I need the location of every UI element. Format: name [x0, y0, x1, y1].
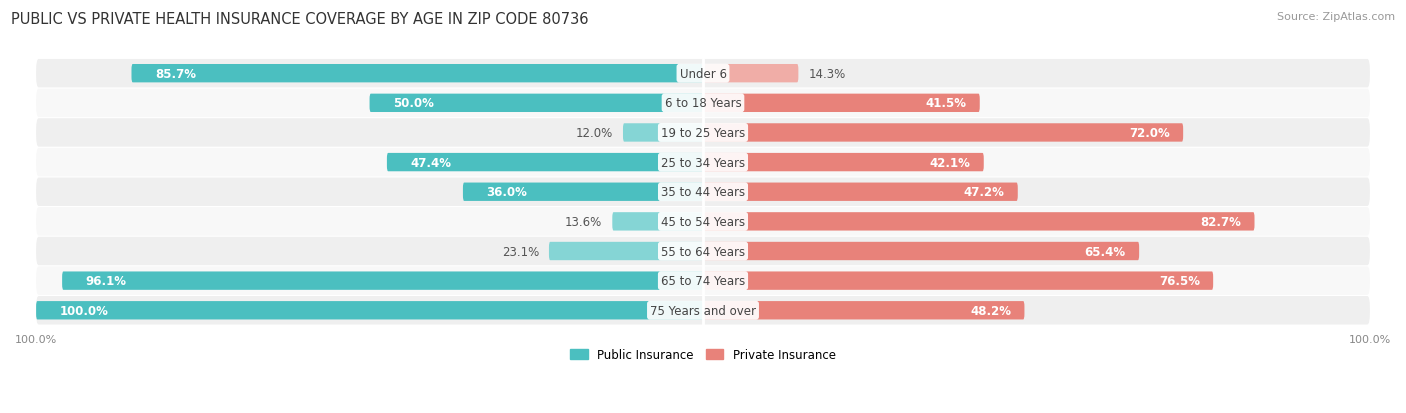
FancyBboxPatch shape: [37, 237, 1369, 266]
Text: Under 6: Under 6: [679, 67, 727, 81]
FancyBboxPatch shape: [62, 272, 703, 290]
Text: PUBLIC VS PRIVATE HEALTH INSURANCE COVERAGE BY AGE IN ZIP CODE 80736: PUBLIC VS PRIVATE HEALTH INSURANCE COVER…: [11, 12, 589, 27]
FancyBboxPatch shape: [703, 154, 984, 172]
FancyBboxPatch shape: [703, 124, 1184, 142]
FancyBboxPatch shape: [37, 60, 1369, 88]
Text: 35 to 44 Years: 35 to 44 Years: [661, 186, 745, 199]
FancyBboxPatch shape: [463, 183, 703, 202]
Legend: Public Insurance, Private Insurance: Public Insurance, Private Insurance: [565, 344, 841, 366]
FancyBboxPatch shape: [37, 208, 1369, 236]
Text: 85.7%: 85.7%: [155, 67, 195, 81]
Text: 42.1%: 42.1%: [929, 156, 970, 169]
Text: 100.0%: 100.0%: [59, 304, 108, 317]
Text: 12.0%: 12.0%: [575, 127, 613, 140]
FancyBboxPatch shape: [612, 213, 703, 231]
Text: Source: ZipAtlas.com: Source: ZipAtlas.com: [1277, 12, 1395, 22]
Text: 96.1%: 96.1%: [86, 275, 127, 287]
FancyBboxPatch shape: [703, 213, 1254, 231]
FancyBboxPatch shape: [703, 183, 1018, 202]
FancyBboxPatch shape: [37, 267, 1369, 295]
FancyBboxPatch shape: [703, 301, 1025, 320]
Text: 41.5%: 41.5%: [925, 97, 966, 110]
Text: 47.2%: 47.2%: [963, 186, 1004, 199]
FancyBboxPatch shape: [623, 124, 703, 142]
Text: 72.0%: 72.0%: [1129, 127, 1170, 140]
Text: 50.0%: 50.0%: [392, 97, 434, 110]
FancyBboxPatch shape: [703, 65, 799, 83]
FancyBboxPatch shape: [548, 242, 703, 261]
FancyBboxPatch shape: [37, 89, 1369, 118]
Text: 76.5%: 76.5%: [1159, 275, 1199, 287]
Text: 65 to 74 Years: 65 to 74 Years: [661, 275, 745, 287]
FancyBboxPatch shape: [37, 297, 1369, 325]
Text: 14.3%: 14.3%: [808, 67, 845, 81]
FancyBboxPatch shape: [132, 65, 703, 83]
Text: 82.7%: 82.7%: [1201, 215, 1241, 228]
Text: 19 to 25 Years: 19 to 25 Years: [661, 127, 745, 140]
FancyBboxPatch shape: [37, 119, 1369, 147]
FancyBboxPatch shape: [37, 301, 703, 320]
FancyBboxPatch shape: [703, 242, 1139, 261]
FancyBboxPatch shape: [37, 149, 1369, 177]
FancyBboxPatch shape: [37, 178, 1369, 206]
Text: 6 to 18 Years: 6 to 18 Years: [665, 97, 741, 110]
Text: 13.6%: 13.6%: [565, 215, 602, 228]
FancyBboxPatch shape: [703, 95, 980, 113]
FancyBboxPatch shape: [387, 154, 703, 172]
Text: 55 to 64 Years: 55 to 64 Years: [661, 245, 745, 258]
FancyBboxPatch shape: [703, 272, 1213, 290]
Text: 65.4%: 65.4%: [1084, 245, 1126, 258]
Text: 48.2%: 48.2%: [970, 304, 1011, 317]
Text: 23.1%: 23.1%: [502, 245, 538, 258]
Text: 75 Years and over: 75 Years and over: [650, 304, 756, 317]
Text: 36.0%: 36.0%: [486, 186, 527, 199]
Text: 45 to 54 Years: 45 to 54 Years: [661, 215, 745, 228]
FancyBboxPatch shape: [370, 95, 703, 113]
Text: 25 to 34 Years: 25 to 34 Years: [661, 156, 745, 169]
Text: 47.4%: 47.4%: [411, 156, 451, 169]
